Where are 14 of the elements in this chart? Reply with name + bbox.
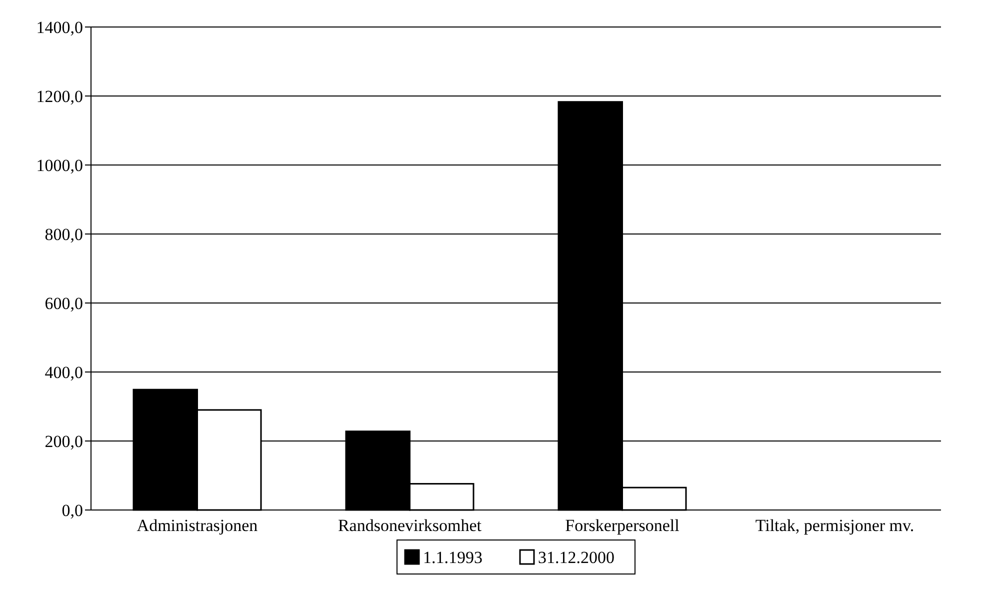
y-tick-label: 1000,0 (36, 156, 83, 175)
y-tick-label: 600,0 (44, 294, 83, 313)
y-tick-label: 200,0 (44, 432, 83, 451)
y-tick-label: 800,0 (44, 224, 83, 244)
x-tick-label: Administrasjonen (136, 516, 258, 535)
x-tick-label: Tiltak, permisjoner mv. (755, 516, 914, 535)
x-tick-label: Forskerpersonell (565, 516, 680, 535)
y-tick-label: 0,0 (62, 500, 83, 520)
y-tick-label: 1200,0 (36, 86, 83, 106)
legend-label: 31.12.2000 (538, 548, 614, 567)
y-tick-label: 1400,0 (36, 18, 83, 37)
y-tick-label: 400,0 (44, 362, 83, 382)
legend-label: 1.1.1993 (423, 548, 482, 567)
x-tick-label: Randsonevirksomhet (338, 516, 482, 535)
